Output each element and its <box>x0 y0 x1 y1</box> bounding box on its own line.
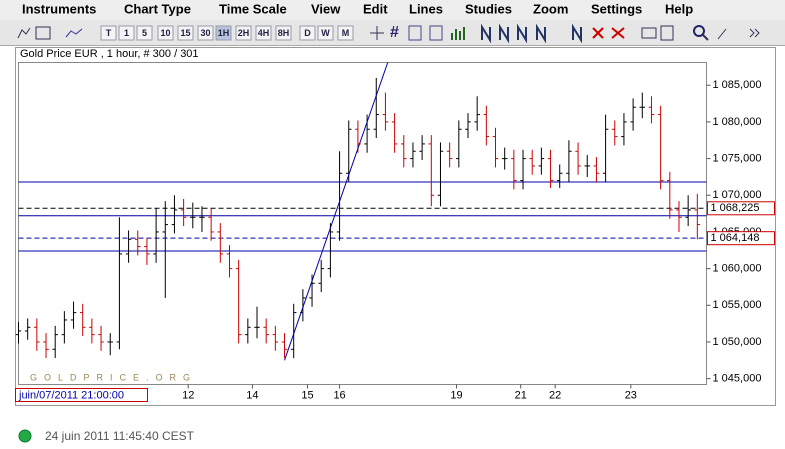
watermark: GOLDPRICE.ORG <box>30 372 197 382</box>
y-tick-label: 1 075,000 <box>713 152 762 164</box>
icon <box>592 27 604 39</box>
price-label: 1 064,148 <box>711 232 760 244</box>
y-tick-label: 1 085,000 <box>713 79 762 91</box>
menu-item[interactable]: Chart Type <box>124 1 191 16</box>
icon <box>660 25 674 41</box>
y-tick-label: 1 080,000 <box>713 116 762 128</box>
trend-line <box>284 62 389 361</box>
menu-bar <box>0 0 785 20</box>
status-text: 24 juin 2011 11:45:40 CEST <box>45 429 195 443</box>
status-indicator <box>18 429 32 443</box>
menu-item[interactable]: Lines <box>409 1 443 16</box>
plot-area <box>18 62 707 385</box>
toolbar-button[interactable] <box>215 25 232 41</box>
x-tick-label: 15 <box>301 389 313 401</box>
toolbar-button[interactable] <box>136 25 153 41</box>
cursor-date: juin/07/2011 21:00:00 <box>18 389 124 401</box>
menu-item[interactable]: Help <box>665 1 693 16</box>
price-label: 1 068,225 <box>711 202 760 214</box>
toolbar-button[interactable] <box>100 25 117 41</box>
icon <box>408 25 422 41</box>
icon <box>499 23 509 44</box>
price-label-box <box>707 231 775 246</box>
icon <box>717 28 727 40</box>
x-tick-label: 12 <box>182 389 194 401</box>
icon <box>749 28 755 38</box>
toolbar-button[interactable] <box>157 25 174 41</box>
toolbar-button-label[interactable]: 30 <box>200 28 210 38</box>
menu-item[interactable]: Edit <box>363 1 388 16</box>
y-tick-label: 1 050,000 <box>713 336 762 348</box>
icon <box>702 34 709 41</box>
icon <box>693 25 705 37</box>
toolbar-button[interactable] <box>337 25 354 41</box>
toolbar-button-label[interactable]: 5 <box>142 28 147 38</box>
toolbar-button[interactable] <box>275 25 292 41</box>
toolbar-button-label[interactable]: 2H <box>238 28 250 38</box>
toolbar-button[interactable] <box>177 25 194 41</box>
toolbar-button-label[interactable]: 8H <box>278 28 290 38</box>
icon <box>517 23 527 44</box>
menu-item[interactable]: Time Scale <box>219 1 287 16</box>
toolbar-button-label[interactable]: D <box>304 28 311 38</box>
icon <box>611 27 625 39</box>
icon: # <box>390 24 399 41</box>
menu-item[interactable]: Studies <box>465 1 512 16</box>
icon <box>481 23 491 44</box>
toolbar-button-label[interactable]: 10 <box>160 28 170 38</box>
toolbar-button[interactable] <box>118 25 135 41</box>
icon <box>536 23 546 44</box>
price-label-box <box>707 201 775 216</box>
icon <box>572 23 582 44</box>
menu-item[interactable]: Instruments <box>22 1 96 16</box>
chart-title: Gold Price EUR , 1 hour, # 300 / 301 <box>20 48 199 60</box>
y-tick-label: 1 055,000 <box>713 299 762 311</box>
x-tick-label: 23 <box>625 389 637 401</box>
toolbar-button[interactable] <box>317 25 334 41</box>
toolbar-button[interactable] <box>299 25 316 41</box>
icon <box>17 27 31 39</box>
toolbar-button-label[interactable]: 1H <box>218 28 230 38</box>
y-tick-label: 1 070,000 <box>713 189 762 201</box>
toolbar-button[interactable] <box>197 25 214 41</box>
x-tick-label: 14 <box>246 389 258 401</box>
y-tick-label: 1 060,000 <box>713 263 762 275</box>
x-tick-label: 16 <box>333 389 345 401</box>
x-tick-label: 19 <box>450 389 462 401</box>
icon <box>754 28 760 38</box>
toolbar-button-label[interactable]: 4H <box>258 28 270 38</box>
x-tick-label: 21 <box>515 389 527 401</box>
chart-frame <box>15 47 776 406</box>
icon <box>35 26 51 40</box>
icon <box>429 25 443 41</box>
menu-item[interactable]: View <box>311 1 341 16</box>
x-tick-label: 22 <box>549 389 561 401</box>
toolbar-button-label[interactable]: M <box>342 28 350 38</box>
y-tick-label: 1 045,000 <box>713 373 762 385</box>
menu-item[interactable]: Zoom <box>533 1 568 16</box>
cursor-date-box <box>15 388 148 402</box>
icon <box>65 28 83 38</box>
icon <box>641 27 657 39</box>
toolbar-button[interactable] <box>235 25 252 41</box>
toolbar-button-label[interactable]: W <box>321 28 330 38</box>
toolbar-icons: # <box>17 23 760 44</box>
menu-item[interactable]: Settings <box>591 1 642 16</box>
toolbar-button[interactable] <box>255 25 272 41</box>
toolbar-button-label[interactable]: 1 <box>124 28 129 38</box>
toolbar-button-label[interactable]: 15 <box>180 28 190 38</box>
toolbar-button-label[interactable]: T <box>106 28 112 38</box>
